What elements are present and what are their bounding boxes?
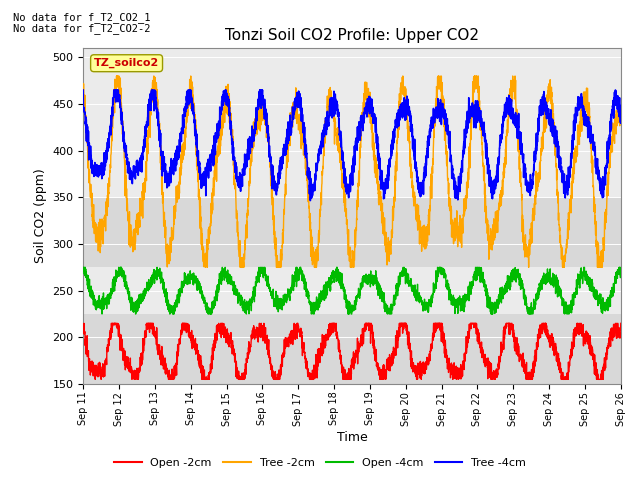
X-axis label: Time: Time [337,431,367,444]
Bar [83,267,621,314]
Text: No data for f_T2_CO2-2: No data for f_T2_CO2-2 [13,23,150,34]
Bar [83,48,621,197]
Text: No data for f_T2_CO2_1: No data for f_T2_CO2_1 [13,12,150,23]
Text: TZ_soilco2: TZ_soilco2 [94,58,159,68]
Y-axis label: Soil CO2 (ppm): Soil CO2 (ppm) [34,168,47,264]
Bar [83,197,621,267]
Bar [83,314,621,384]
Legend: Open -2cm, Tree -2cm, Open -4cm, Tree -4cm: Open -2cm, Tree -2cm, Open -4cm, Tree -4… [109,453,531,472]
Title: Tonzi Soil CO2 Profile: Upper CO2: Tonzi Soil CO2 Profile: Upper CO2 [225,28,479,43]
